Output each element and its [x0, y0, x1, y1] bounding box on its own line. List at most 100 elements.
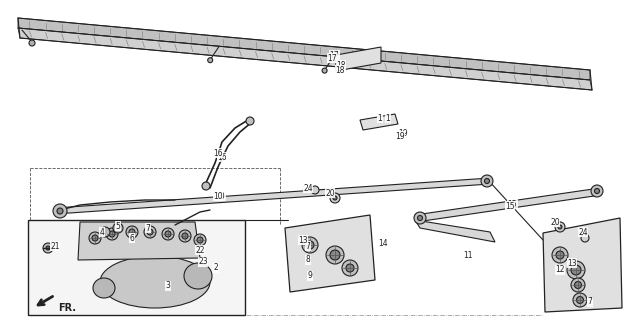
Text: 12: 12 — [556, 266, 564, 275]
Circle shape — [326, 246, 344, 264]
Circle shape — [414, 212, 426, 224]
Polygon shape — [543, 218, 622, 312]
Text: 18: 18 — [336, 60, 346, 69]
Circle shape — [346, 264, 354, 272]
Circle shape — [571, 265, 581, 275]
Circle shape — [106, 228, 118, 240]
Text: 13: 13 — [567, 259, 577, 268]
Circle shape — [577, 297, 584, 303]
Circle shape — [57, 208, 63, 214]
Text: FR.: FR. — [58, 303, 76, 313]
Circle shape — [165, 231, 171, 237]
Circle shape — [246, 117, 254, 125]
Text: 1: 1 — [386, 114, 390, 123]
Circle shape — [333, 196, 337, 200]
Ellipse shape — [100, 256, 210, 308]
Circle shape — [311, 186, 319, 194]
Circle shape — [113, 223, 123, 233]
Text: 16: 16 — [213, 148, 223, 157]
Text: 19: 19 — [398, 129, 408, 138]
Circle shape — [46, 246, 50, 250]
Polygon shape — [360, 114, 398, 130]
Text: 19: 19 — [395, 132, 405, 140]
Text: 7: 7 — [588, 298, 593, 307]
Text: 6: 6 — [129, 234, 134, 243]
Circle shape — [89, 232, 101, 244]
Polygon shape — [78, 222, 200, 260]
Circle shape — [92, 235, 98, 241]
Text: 18: 18 — [335, 66, 345, 75]
Circle shape — [179, 230, 191, 242]
Circle shape — [129, 229, 135, 235]
Text: 10: 10 — [215, 191, 225, 201]
Circle shape — [595, 188, 600, 194]
Circle shape — [417, 215, 422, 220]
Text: 13: 13 — [298, 236, 308, 244]
Circle shape — [591, 185, 603, 197]
Circle shape — [100, 227, 110, 237]
Circle shape — [484, 179, 490, 183]
Circle shape — [558, 225, 562, 229]
Polygon shape — [18, 18, 590, 80]
Circle shape — [575, 282, 582, 289]
Circle shape — [556, 251, 564, 259]
Text: 16: 16 — [217, 153, 227, 162]
Text: 1: 1 — [378, 114, 382, 123]
Text: 5: 5 — [116, 221, 120, 230]
Ellipse shape — [184, 263, 212, 289]
Text: 17: 17 — [329, 51, 339, 60]
Ellipse shape — [93, 278, 115, 298]
Circle shape — [322, 68, 327, 73]
Text: 3: 3 — [166, 282, 170, 291]
Circle shape — [109, 231, 115, 237]
Circle shape — [202, 182, 210, 190]
Circle shape — [147, 229, 153, 235]
Circle shape — [581, 234, 589, 242]
Polygon shape — [415, 188, 601, 222]
Text: 11: 11 — [463, 252, 473, 260]
Text: 23: 23 — [198, 258, 208, 267]
Text: 21: 21 — [51, 242, 60, 251]
Circle shape — [552, 247, 568, 263]
Polygon shape — [285, 215, 375, 292]
Text: 9: 9 — [308, 271, 312, 281]
Circle shape — [567, 261, 585, 279]
Circle shape — [571, 278, 585, 292]
Polygon shape — [18, 28, 592, 90]
Circle shape — [555, 222, 565, 232]
Text: 24: 24 — [578, 228, 588, 236]
Circle shape — [144, 226, 156, 238]
Text: 8: 8 — [306, 255, 310, 265]
Circle shape — [573, 293, 587, 307]
Text: 14: 14 — [378, 238, 388, 247]
Text: 22: 22 — [195, 245, 205, 254]
Circle shape — [182, 233, 188, 239]
Circle shape — [43, 243, 53, 253]
Circle shape — [194, 234, 206, 246]
Text: 4: 4 — [100, 228, 104, 236]
Polygon shape — [55, 178, 490, 214]
Circle shape — [330, 193, 340, 203]
Circle shape — [330, 250, 340, 260]
Text: 20: 20 — [550, 218, 560, 227]
Circle shape — [481, 175, 493, 187]
Circle shape — [29, 40, 35, 46]
Text: 20: 20 — [325, 188, 335, 197]
Text: 2: 2 — [214, 263, 218, 273]
Circle shape — [208, 58, 212, 63]
Circle shape — [126, 226, 138, 238]
Circle shape — [197, 237, 203, 243]
Text: 7: 7 — [305, 242, 310, 251]
Circle shape — [302, 237, 318, 253]
Polygon shape — [28, 220, 245, 315]
Text: 15: 15 — [505, 202, 515, 211]
Circle shape — [306, 241, 314, 249]
Circle shape — [53, 204, 67, 218]
Text: 17: 17 — [327, 53, 337, 62]
Text: 15: 15 — [507, 199, 517, 209]
Circle shape — [162, 228, 174, 240]
Text: 7: 7 — [145, 223, 150, 233]
Polygon shape — [336, 47, 381, 71]
Text: 24: 24 — [303, 183, 313, 193]
Circle shape — [342, 260, 358, 276]
